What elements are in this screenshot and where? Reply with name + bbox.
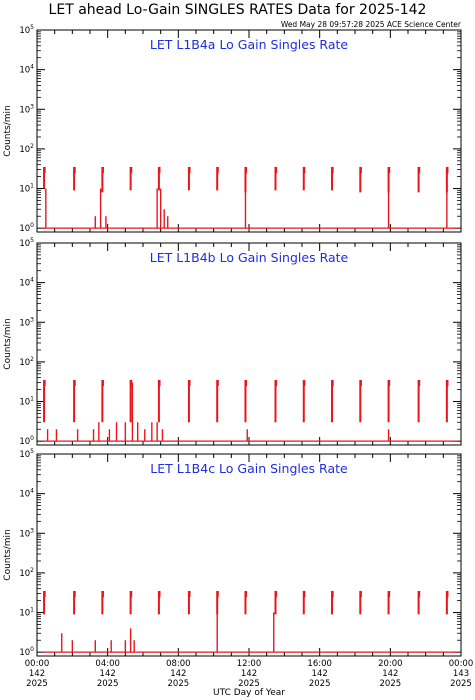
- x-tick-label-day: 142: [170, 669, 186, 679]
- x-tick-label-day: 143: [453, 669, 469, 679]
- x-tick-label-year: 2025: [168, 679, 190, 689]
- panel-title: LET L1B4a Lo Gain Singles Rate: [150, 37, 349, 52]
- x-tick-label-year: 2025: [97, 679, 119, 689]
- y-tick-label: 104: [19, 488, 34, 500]
- y-tick-label: 104: [19, 277, 34, 289]
- panel-title: LET L1B4b Lo Gain Singles Rate: [150, 250, 349, 265]
- panel-1: 100 101 102 103 104 105 Counts/min LET L1B4a Lo…: [3, 24, 462, 234]
- y-tick-label: 105: [19, 237, 34, 249]
- y-tick-label: 105: [19, 24, 34, 36]
- y-tick-label: 101: [19, 183, 34, 195]
- plot-frame: [36, 453, 462, 657]
- x-tick-label-year: 2025: [380, 679, 402, 689]
- x-tick-label-time: 12:00: [237, 659, 262, 669]
- y-tick-label: 100: [19, 435, 34, 447]
- y-tick-label: 103: [19, 103, 34, 115]
- x-tick-label-year: 2025: [309, 679, 331, 689]
- x-tick-label-year: 2025: [238, 679, 260, 689]
- panel-title: LET L1B4c Lo Gain Singles Rate: [150, 461, 348, 476]
- y-tick-label: 100: [19, 646, 34, 658]
- y-tick-label: 101: [19, 396, 34, 408]
- x-axis-label: UTC Day of Year: [213, 688, 285, 698]
- y-tick-label: 100: [19, 222, 34, 234]
- x-tick-label-year: 2025: [26, 679, 48, 689]
- x-tick-label-time: 20:00: [378, 659, 403, 669]
- page-title: LET ahead Lo-Gain SINGLES RATES Data for…: [48, 2, 427, 18]
- x-tick-label-time: 16:00: [307, 659, 332, 669]
- panel-2: 100 101 102 103 104 105 Counts/min LET L1B4b Lo…: [3, 237, 462, 447]
- x-tick-label-time: 08:00: [166, 659, 191, 669]
- panel-3: 100 101 102 103 104 105 Counts/min LET L1B4c Lo…: [3, 448, 473, 698]
- y-tick-label: 102: [19, 143, 34, 155]
- y-axis-label: Counts/min: [3, 105, 13, 156]
- x-tick-label-day: 142: [382, 669, 398, 679]
- x-tick-label-year: 2025: [450, 679, 472, 689]
- y-axis-label: Counts/min: [3, 529, 13, 580]
- timestamp: Wed May 28 09:57:28 2025 ACE Science Cen…: [280, 20, 461, 29]
- y-tick-label: 102: [19, 356, 34, 368]
- y-tick-label: 101: [19, 607, 34, 619]
- x-tick-label-day: 142: [312, 669, 328, 679]
- x-tick-label-time: 00:00: [25, 659, 50, 669]
- y-tick-label: 103: [19, 316, 34, 328]
- y-tick-label: 102: [19, 567, 34, 579]
- x-tick-label-time: 00:00: [449, 659, 474, 669]
- y-tick-label: 103: [19, 527, 34, 539]
- x-tick-label-day: 142: [100, 669, 116, 679]
- y-axis-label: Counts/min: [3, 318, 13, 369]
- x-tick-label-day: 142: [241, 669, 257, 679]
- x-tick-label-day: 142: [29, 669, 45, 679]
- y-tick-label: 105: [19, 448, 34, 460]
- x-tick-label-time: 04:00: [95, 659, 120, 669]
- plot-frame: [36, 242, 462, 446]
- y-tick-label: 104: [19, 64, 34, 76]
